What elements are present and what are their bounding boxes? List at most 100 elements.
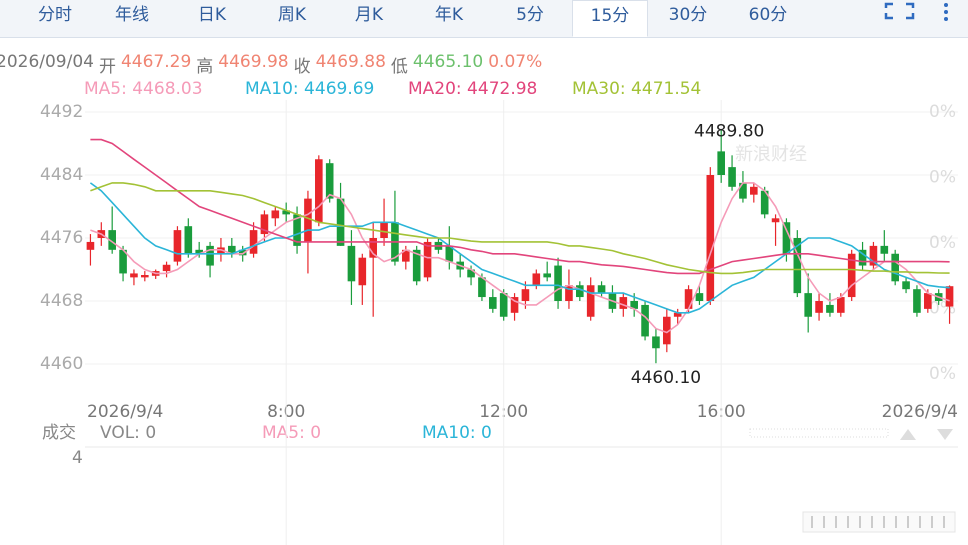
low-label: 4460.10 [631,368,701,388]
candle-body [402,249,410,262]
candle-body [532,273,541,286]
candle-body [282,210,290,215]
legend-entry: MA10: 4469.69 [245,79,374,99]
candle-body [445,245,454,262]
candle-body [478,277,486,298]
candle-body [902,281,910,290]
tab[interactable]: 分时 [38,5,72,25]
candle-body [717,151,725,175]
candle-body [238,249,247,256]
range-scroller[interactable] [749,428,889,438]
candle-body [815,301,823,313]
watermark: 新浪财经 [735,144,807,165]
right-axis-label: 0% [929,233,956,253]
candle-body [141,275,149,278]
candle-body [467,269,475,278]
candle-body [771,218,780,223]
right-axis-label: 0% [929,168,956,188]
candle-body [586,285,595,317]
candle-body [684,289,693,309]
candle-body [293,214,301,246]
zoom-out[interactable] [937,429,953,440]
candle-body [423,241,432,278]
tab[interactable]: 月K [354,5,384,25]
candle-body [249,230,258,254]
candle-body [543,273,551,278]
candle-body [793,238,802,294]
candle-body [325,163,334,199]
candle-body [858,249,867,266]
candle-body [347,245,356,282]
high-label: 4489.80 [694,121,764,141]
tab[interactable]: 周K [277,5,307,25]
x-tick-label: 2026/9/4 [87,402,163,422]
legend-entry: MA5: 4468.03 [84,79,203,99]
candle-body [891,253,899,282]
ma-line [89,182,950,314]
candle-body [804,293,812,317]
tab[interactable]: 30分 [668,5,708,25]
candle-body [652,336,660,349]
candle-body [913,289,921,313]
tab-active[interactable]: 15分 [572,0,648,37]
candle-body [119,249,127,274]
candle-body [673,312,682,317]
right-axis-label: 0% [929,364,956,384]
ma-line [90,138,950,275]
tab[interactable]: 年线 [115,5,149,25]
candle-body [271,210,280,219]
x-tick-label: 2026/9/4 [882,402,958,422]
fullscreen-icon[interactable] [884,2,915,20]
candle-body [304,198,312,242]
candle-body [695,293,704,301]
candle-body [260,214,269,235]
y-tick-label: 4476 [40,228,83,248]
candle-body [706,175,715,301]
info-item: 4465.10 [412,52,484,72]
tab[interactable]: 日K [197,5,227,25]
candle-body [412,249,421,282]
candle-body [760,190,769,215]
y-tick-label: 4492 [40,102,83,122]
volume-ma5: MA5: 0 [262,423,321,443]
candle-body [86,241,95,250]
candle-body [630,301,638,309]
candle-body [173,230,182,262]
tab[interactable]: 年K [434,5,464,25]
candle-body [228,245,236,254]
candle-body [880,245,889,254]
candle-body [315,159,323,223]
tab-bar: 分时 年线 日K 周K 月K 年K 5分 15分 30分 60分 [0,0,968,38]
candle-body [206,245,214,266]
candle-body [847,253,856,298]
drag-handle[interactable] [802,511,956,533]
legend-entry: MA20: 4472.98 [408,79,537,99]
ma-line [90,182,950,275]
tab[interactable]: 60分 [748,5,788,25]
tab-icons [884,2,948,21]
right-axis-label: 0% [929,102,956,122]
candle-body [826,304,834,313]
info-item: 0.07% [488,52,543,72]
candle-body [489,297,497,309]
volume-label: VOL: 0 [100,423,156,443]
candle-body [510,297,519,313]
y-tick-label: 4460 [40,354,83,374]
info-item: 4469.88 [315,52,386,72]
zoom-in[interactable] [900,429,916,440]
price-info: 2026/09/04 开 4467.29 高 4469.98 收 4469.88 低 4465.… [0,52,542,77]
candle-body [565,285,573,301]
more-icon[interactable] [944,3,948,21]
candle-body [162,264,171,272]
candle-body [576,285,584,298]
tab[interactable]: 5分 [516,5,544,25]
volume-title: 成交 [42,423,76,443]
candle-body [369,238,377,258]
candle-body [619,297,628,309]
candle-body [869,245,878,266]
candle-body [195,249,203,254]
candle-body [108,230,116,250]
info-item: 4467.29 [120,52,192,72]
